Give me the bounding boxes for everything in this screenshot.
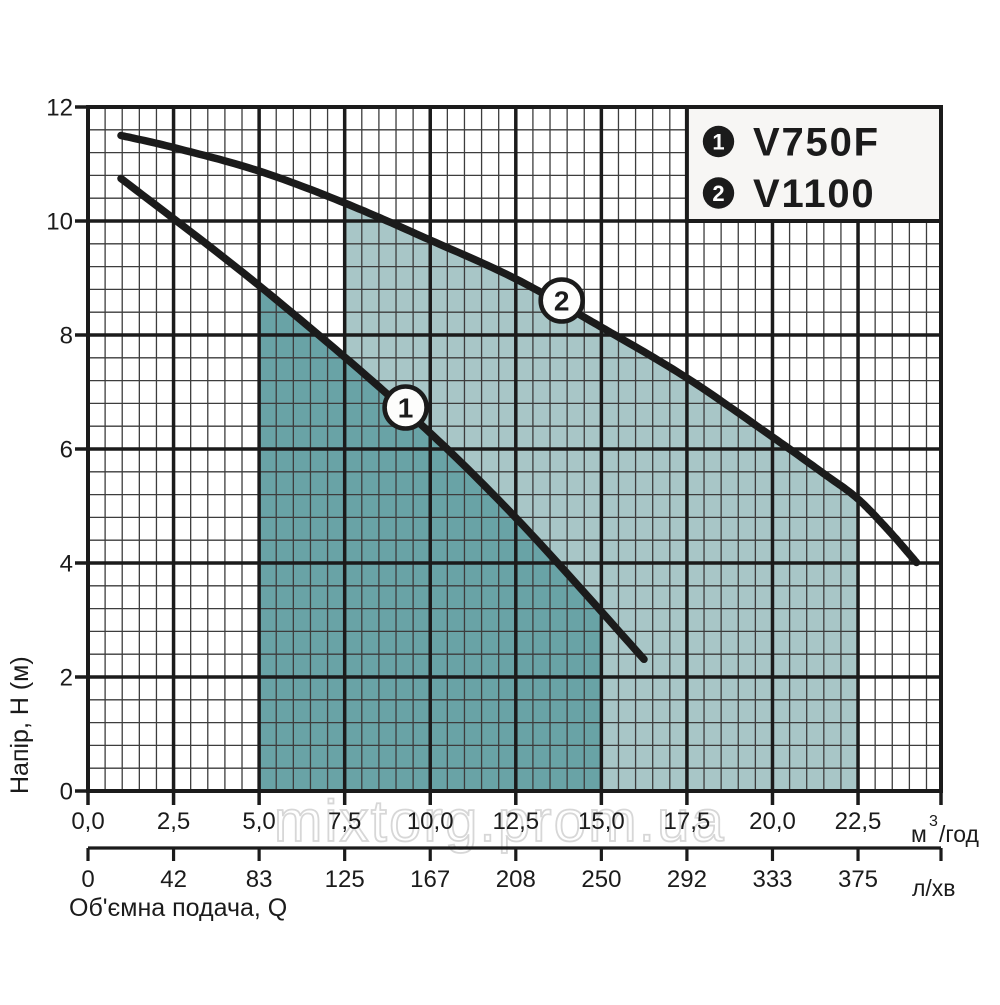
svg-text:1: 1 — [398, 393, 414, 424]
svg-text:10: 10 — [46, 209, 73, 236]
svg-text:42: 42 — [160, 866, 187, 893]
svg-text:208: 208 — [496, 866, 536, 893]
svg-text:0: 0 — [60, 779, 73, 806]
svg-text:0: 0 — [81, 866, 94, 893]
svg-text:1: 1 — [712, 129, 724, 154]
svg-text:10,0: 10,0 — [407, 808, 454, 835]
svg-text:6: 6 — [60, 437, 73, 464]
svg-text:12: 12 — [46, 95, 73, 122]
svg-text:2: 2 — [712, 181, 724, 206]
svg-text:5,0: 5,0 — [242, 808, 275, 835]
svg-text:2: 2 — [554, 286, 570, 317]
svg-text:л/хв: л/хв — [912, 875, 956, 901]
svg-text:Об'ємна подача, Q: Об'ємна подача, Q — [69, 894, 287, 922]
svg-text:2,5: 2,5 — [157, 808, 190, 835]
svg-text:375: 375 — [838, 866, 878, 893]
svg-text:2: 2 — [60, 665, 73, 692]
svg-text:125: 125 — [325, 866, 365, 893]
svg-text:250: 250 — [581, 866, 621, 893]
svg-text:292: 292 — [667, 866, 707, 893]
svg-text:mixtorg.prom.ua: mixtorg.prom.ua — [274, 789, 726, 854]
svg-text:12,5: 12,5 — [492, 808, 539, 835]
svg-text:15,0: 15,0 — [578, 808, 625, 835]
svg-text:/год: /год — [939, 821, 980, 847]
svg-text:3: 3 — [929, 813, 938, 830]
svg-text:83: 83 — [246, 866, 273, 893]
svg-text:167: 167 — [410, 866, 450, 893]
svg-text:V1100: V1100 — [753, 172, 875, 216]
svg-text:V750F: V750F — [753, 121, 880, 165]
svg-text:8: 8 — [60, 323, 73, 350]
svg-text:22,5: 22,5 — [835, 808, 882, 835]
svg-text:333: 333 — [752, 866, 792, 893]
svg-text:4: 4 — [60, 551, 73, 578]
svg-text:м: м — [911, 821, 927, 847]
svg-text:Напір, H (м): Напір, H (м) — [6, 656, 34, 794]
svg-text:0,0: 0,0 — [71, 808, 104, 835]
svg-text:7,5: 7,5 — [328, 808, 361, 835]
svg-text:17,5: 17,5 — [664, 808, 711, 835]
svg-text:20,0: 20,0 — [749, 808, 796, 835]
